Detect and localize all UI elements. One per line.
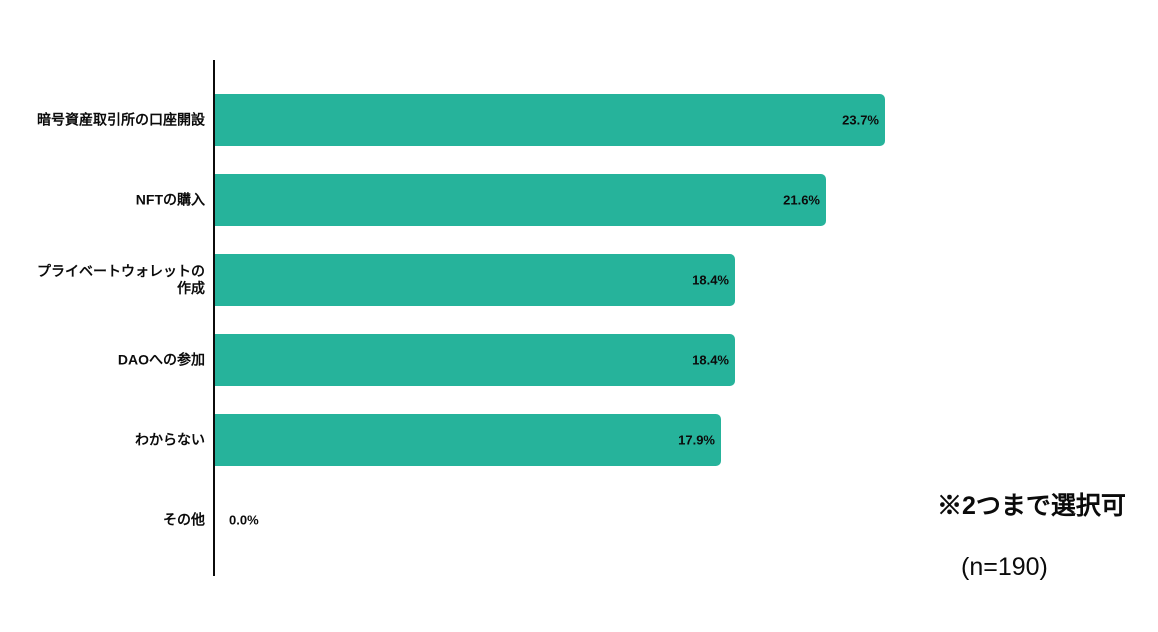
category-label: その他 <box>163 511 205 528</box>
bar-value-label: 23.7% <box>842 112 879 128</box>
bar-value-label: 17.9% <box>678 432 715 448</box>
y-axis-line <box>213 60 215 576</box>
bar <box>215 334 735 386</box>
bar <box>215 174 826 226</box>
annotation-sample-size: (n=190) <box>961 553 1048 581</box>
bar-value-label: 21.6% <box>783 192 820 208</box>
bar-value-label: 18.4% <box>692 272 729 288</box>
bar-value-label: 0.0% <box>229 512 259 528</box>
category-label: DAOへの参加 <box>117 351 205 368</box>
bar <box>215 94 885 146</box>
bar <box>215 254 735 306</box>
category-label: プライベートウォレットの 作成 <box>37 263 205 296</box>
bar-value-label: 18.4% <box>692 352 729 368</box>
annotation-note: ※2つまで選択可 <box>937 492 1126 520</box>
category-label: 暗号資産取引所の口座開設 <box>37 111 205 128</box>
bar <box>215 414 721 466</box>
category-label: NFTの購入 <box>135 191 205 208</box>
category-label: わからない <box>135 431 205 448</box>
